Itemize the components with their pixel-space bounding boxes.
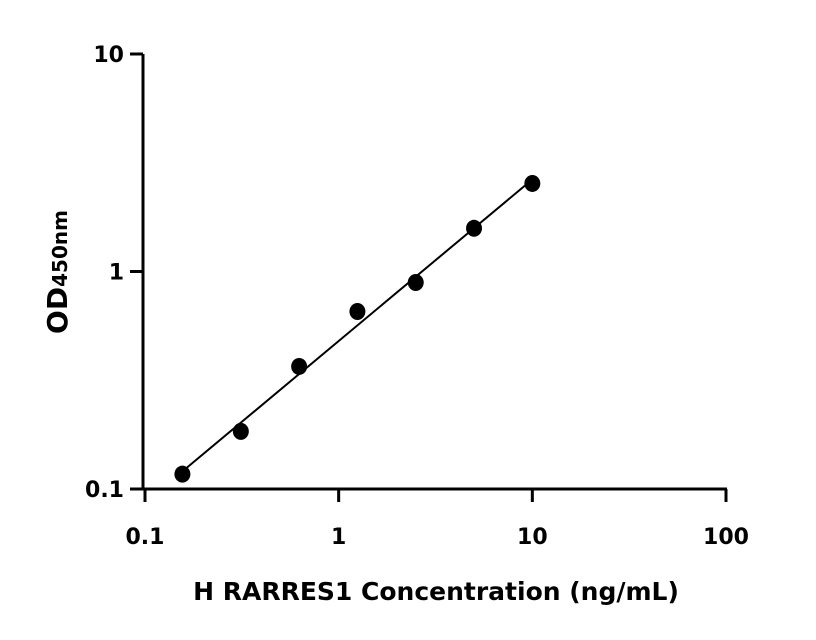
data-point [349,302,366,320]
tick-labels: 0.1 1 10 0.1 1 10 100 [85,43,749,550]
x-tick-label: 1 [331,525,346,550]
x-tick-label: 0.1 [126,525,165,550]
x-axis-label: H RARRES1 Concentration (ng/mL) [193,577,679,606]
y-tick-label: 10 [93,43,124,68]
data-point [174,465,191,483]
y-tick-label: 0.1 [85,478,124,503]
data-point [291,357,308,375]
data-point [232,422,249,440]
y-tick-label: 1 [109,261,124,286]
axes [130,52,728,502]
data-points [174,174,541,483]
y-axis-label: OD450nm [41,210,74,334]
data-point [466,219,483,237]
x-tick-label: 100 [703,525,749,550]
data-point [407,274,424,292]
y-axis-label-main: OD [41,287,74,334]
x-tick-label: 10 [517,525,548,550]
data-point [524,174,541,192]
y-axis-label-sub: 450nm [48,210,72,287]
